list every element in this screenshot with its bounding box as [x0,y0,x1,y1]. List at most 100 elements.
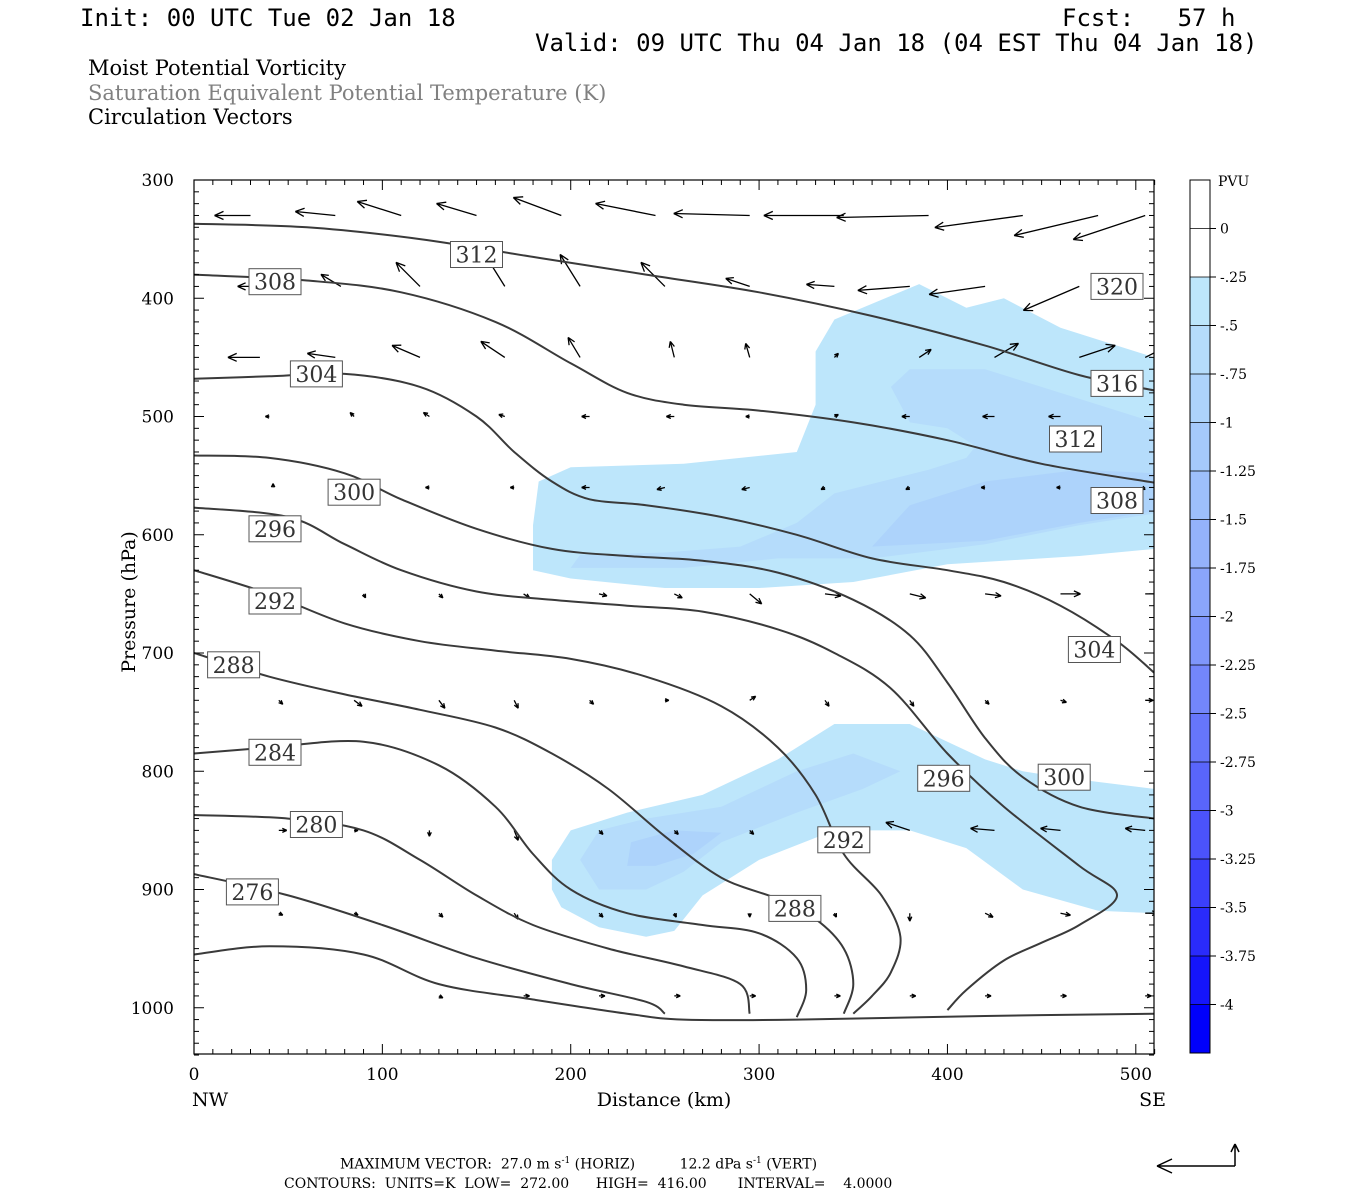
circulation-vector [674,993,681,999]
colorbar-label: -3.25 [1220,852,1256,868]
colorbar-swatch [1190,665,1210,714]
y-axis-title: Pressure (hPa) [118,531,140,673]
contour-284 [194,739,808,1018]
circulation-vector [498,413,506,419]
colorbar-swatch [1190,180,1210,229]
circulation-vector [744,342,751,358]
contour-label: 308 [248,268,302,296]
circulation-vector [567,336,581,358]
svg-text:280: 280 [295,814,337,839]
circulation-vector [294,207,336,217]
circulation-vector [673,209,750,219]
circulation-vector [994,342,1020,358]
circulation-vector [885,820,911,832]
y-tick-label: 300 [142,171,174,191]
y-tick-label: 1000 [131,999,174,1019]
colorbar-label: -3 [1220,804,1234,820]
colorbar-swatch [1190,228,1210,277]
contour-276 [194,873,666,1015]
contour-label: 284 [248,738,302,766]
circulation-vector [934,214,1023,231]
circulation-vector [985,591,1002,599]
title-theta-es: Saturation Equivalent Potential Temperat… [88,81,607,105]
colorbar-label: 0 [1220,222,1229,238]
contour-304 [194,372,1154,674]
pv-region [627,830,722,866]
nw-label: NW [192,1089,229,1111]
svg-text:296: 296 [254,518,296,543]
contour-label: 316 [1090,369,1144,397]
circulation-vector [836,212,929,222]
contour-label: 308 [1090,487,1144,515]
valid-time: Valid: 09 UTC Thu 04 Jan 18 (04 EST Thu … [535,29,1258,57]
svg-text:308: 308 [1096,490,1138,515]
svg-text:308: 308 [254,271,296,296]
circulation-vector [349,411,355,417]
contour-label: 280 [289,811,343,839]
y-tick-label: 900 [142,881,174,901]
colorbar-label: -1.5 [1220,513,1247,529]
colorbar-label: -.5 [1220,319,1238,335]
circulation-vector [749,829,755,836]
contour-label: 292 [248,587,302,615]
contour-label: 312 [450,241,503,269]
colorbar-swatch [1190,325,1210,374]
colorbar-label: -3.75 [1220,949,1256,965]
circulation-vector [672,912,677,918]
circulation-vector [741,485,750,491]
circulation-vector [598,829,604,836]
svg-text:276: 276 [231,881,273,906]
colorbar-label: -2 [1220,610,1234,626]
circulation-vector [834,993,841,999]
pv-region [872,469,1154,547]
colorbar-label: -2.5 [1220,707,1247,723]
contour-label: 300 [1037,763,1091,791]
circulation-vector [820,485,826,491]
colorbar-swatch [1190,859,1210,908]
svg-text:296: 296 [923,767,965,792]
plot-frame [193,179,1155,1055]
circulation-vector [982,413,995,420]
circulation-vector [1072,214,1146,242]
circulation-vector [1060,698,1067,704]
circulation-vector [581,484,590,490]
circulation-vector [1048,413,1061,420]
vert-value: 12.2 [679,1156,711,1173]
init-time: Init: 00 UTC Tue 02 Jan 18 [80,4,456,32]
circulation-vector [832,912,838,918]
contour-label: 296 [248,515,302,543]
x-tick-label: 0 [189,1065,200,1085]
circulation-vector [320,273,342,287]
circulation-vector [749,593,763,605]
circulation-vector [668,340,675,358]
circulation-vector [438,994,444,999]
circulation-vector [599,993,606,999]
colorbar-swatch [1190,422,1210,471]
contour-label: 312 [1049,425,1102,453]
circulation-vector [749,993,756,999]
colorbar-swatch [1190,956,1210,1005]
x-tick-label: 500 [1120,1065,1152,1085]
contour-308 [194,273,1154,484]
contour-label: 288 [207,651,261,679]
circulation-vector [980,485,986,490]
circulation-vector [918,348,932,358]
circulation-vector [395,261,421,287]
colorbar-swatch [1190,568,1210,617]
colorbar-label: -1.25 [1220,464,1256,480]
contour-296 [194,506,1119,1011]
horiz-exponent: -1 [561,1156,571,1166]
circulation-vector [589,699,595,705]
x-tick-label: 100 [366,1065,398,1085]
circulation-vector [581,413,590,420]
circulation-vectors [214,196,1154,999]
svg-text:320: 320 [1096,275,1138,300]
svg-text:292: 292 [823,829,865,854]
x-tick-label: 400 [931,1065,963,1085]
plot-axes: 0 100 200 300 400 500 300 400 500 600 700 800 900 100… [118,171,1166,1111]
circulation-vector [391,344,421,358]
colorbar-label: -2.25 [1220,658,1256,674]
svg-text:300: 300 [1043,766,1085,791]
y-tick-label: 800 [142,762,174,782]
colorbar-swatch [1190,519,1210,568]
